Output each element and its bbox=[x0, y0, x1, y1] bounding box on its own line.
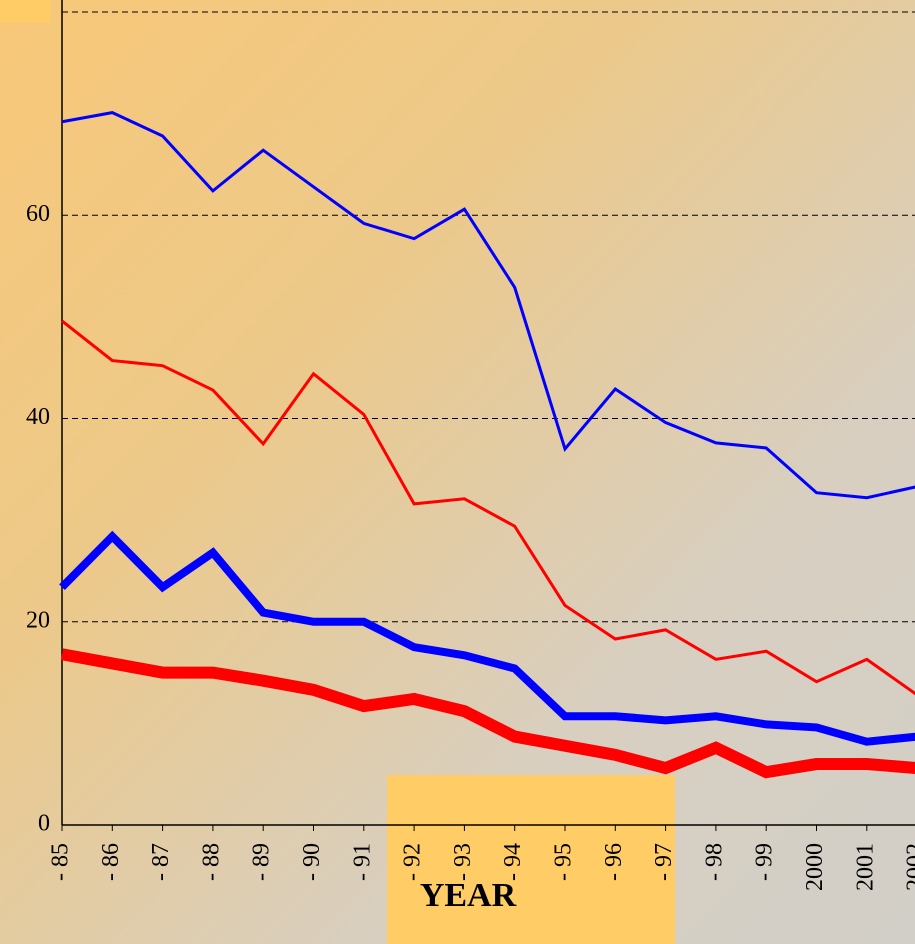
x-tick-label: - 98 bbox=[701, 843, 727, 881]
x-tick-label: - 88 bbox=[198, 843, 224, 881]
x-tick-label: 2000 bbox=[802, 843, 828, 891]
series-line bbox=[60, 648, 915, 779]
x-tick-label: 2002 bbox=[903, 843, 915, 891]
x-tick-label: - 95 bbox=[551, 843, 577, 881]
x-tick-label: - 85 bbox=[48, 843, 74, 881]
y-tick-label: 60 bbox=[26, 201, 50, 227]
x-tick-label: - 94 bbox=[500, 843, 526, 881]
x-tick-label: - 96 bbox=[601, 843, 627, 881]
x-tick-label: - 92 bbox=[400, 843, 426, 881]
series-line bbox=[61, 111, 915, 500]
y-tick-label: 0 bbox=[38, 811, 50, 837]
x-tick-label: - 86 bbox=[98, 843, 124, 881]
x-tick-label: - 87 bbox=[148, 843, 174, 881]
corner-box bbox=[0, 0, 50, 22]
y-tick-label: 40 bbox=[26, 404, 50, 430]
series-line bbox=[61, 319, 915, 696]
x-tick-label: - 93 bbox=[450, 843, 476, 881]
x-title-box bbox=[387, 775, 675, 944]
x-tick-label: - 89 bbox=[249, 843, 275, 881]
x-tick-label: - 99 bbox=[752, 843, 778, 881]
x-tick-label: - 97 bbox=[651, 843, 677, 881]
y-tick-label: 20 bbox=[26, 607, 50, 633]
x-axis-title: YEAR bbox=[420, 877, 517, 914]
x-tick-label: - 90 bbox=[299, 843, 325, 881]
series-line bbox=[59, 530, 915, 746]
x-tick-label: - 91 bbox=[349, 843, 375, 881]
x-tick-label: 2001 bbox=[852, 843, 878, 891]
